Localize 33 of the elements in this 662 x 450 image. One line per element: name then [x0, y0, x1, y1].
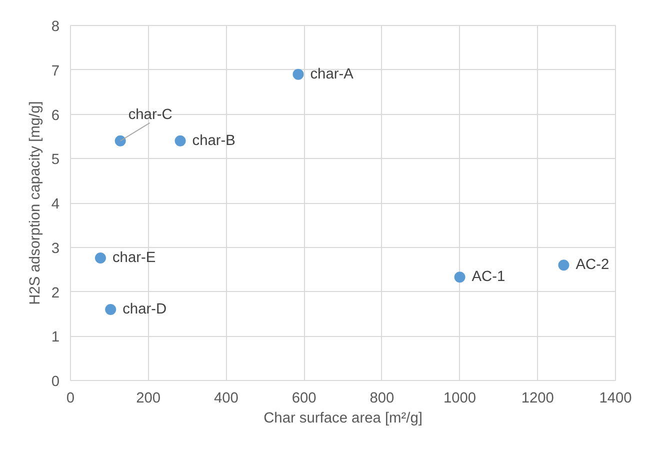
annotation: char-C	[128, 106, 173, 123]
x-tick-label: 600	[292, 390, 316, 406]
y-tick-label: 7	[51, 63, 60, 80]
y-tick-label: 4	[51, 196, 60, 212]
x-axis-title: Char surface area [m²/g]	[264, 410, 422, 426]
annotation: char-A	[310, 66, 354, 82]
point	[558, 260, 570, 271]
annotation: AC-2	[576, 257, 610, 274]
y-tick-label: 3	[51, 240, 60, 257]
y-tick-label: 1	[51, 330, 60, 346]
point	[114, 135, 126, 146]
point	[292, 68, 304, 80]
x-tick-label: 0	[66, 390, 75, 406]
y-tick-label: 6	[51, 108, 60, 124]
y-tick-label: 8	[51, 19, 60, 35]
annotation: char-E	[112, 250, 156, 266]
x-tick-label: 800	[370, 390, 394, 406]
point	[105, 304, 116, 315]
x-tick-label: 400	[214, 390, 238, 406]
y-tick-label: 2	[51, 285, 60, 302]
x-tick-label: 1200	[521, 390, 554, 406]
x-tick-label: 200	[136, 390, 161, 406]
annotation: char-D	[122, 302, 167, 318]
point	[94, 252, 106, 264]
x-tick-label: 1400	[599, 390, 632, 406]
annotation: AC-1	[472, 269, 506, 286]
annotation: char-B	[192, 132, 236, 149]
y-axis-title: H2S adsorption capacity [mg/g]	[27, 101, 44, 305]
x-tick-label: 1000	[443, 390, 476, 406]
point	[454, 272, 466, 283]
y-tick-label: 5	[51, 152, 60, 168]
y-tick-label: 0	[51, 374, 60, 390]
point	[174, 135, 186, 146]
